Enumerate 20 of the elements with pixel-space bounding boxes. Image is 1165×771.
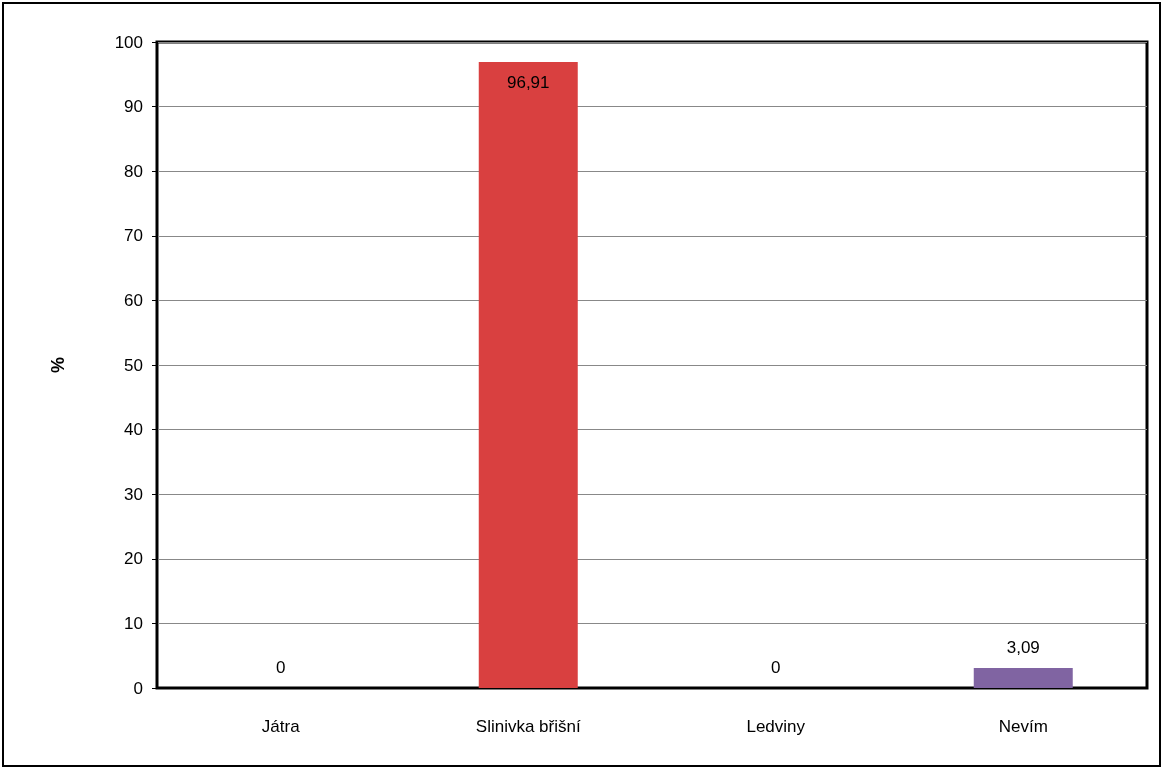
x-tick-label: Nevím — [998, 717, 1048, 736]
data-label: 3,09 — [1006, 638, 1040, 658]
y-axis-title: % — [48, 356, 68, 374]
y-tick-label: 10 — [124, 613, 143, 633]
y-tick-label: 70 — [124, 226, 143, 246]
y-tick-label: 40 — [124, 420, 143, 440]
y-tick-label: 20 — [124, 549, 143, 569]
data-label: 0 — [276, 658, 286, 677]
x-tick-label: Ledviny — [746, 717, 806, 736]
y-tick-label: 30 — [124, 484, 143, 504]
y-tick-label: 90 — [124, 97, 143, 117]
data-label: 0 — [771, 658, 781, 677]
x-tick-label: Játra — [261, 717, 301, 736]
y-tick-label: 0 — [133, 678, 143, 698]
data-label: 96,91 — [506, 72, 550, 92]
y-tick-label: 100 — [114, 32, 143, 52]
y-tick-label: 50 — [124, 355, 143, 375]
x-tick-label: Slinivka břišní — [475, 717, 581, 736]
y-tick-label: 60 — [124, 290, 143, 310]
y-tick-label: 80 — [124, 161, 143, 181]
